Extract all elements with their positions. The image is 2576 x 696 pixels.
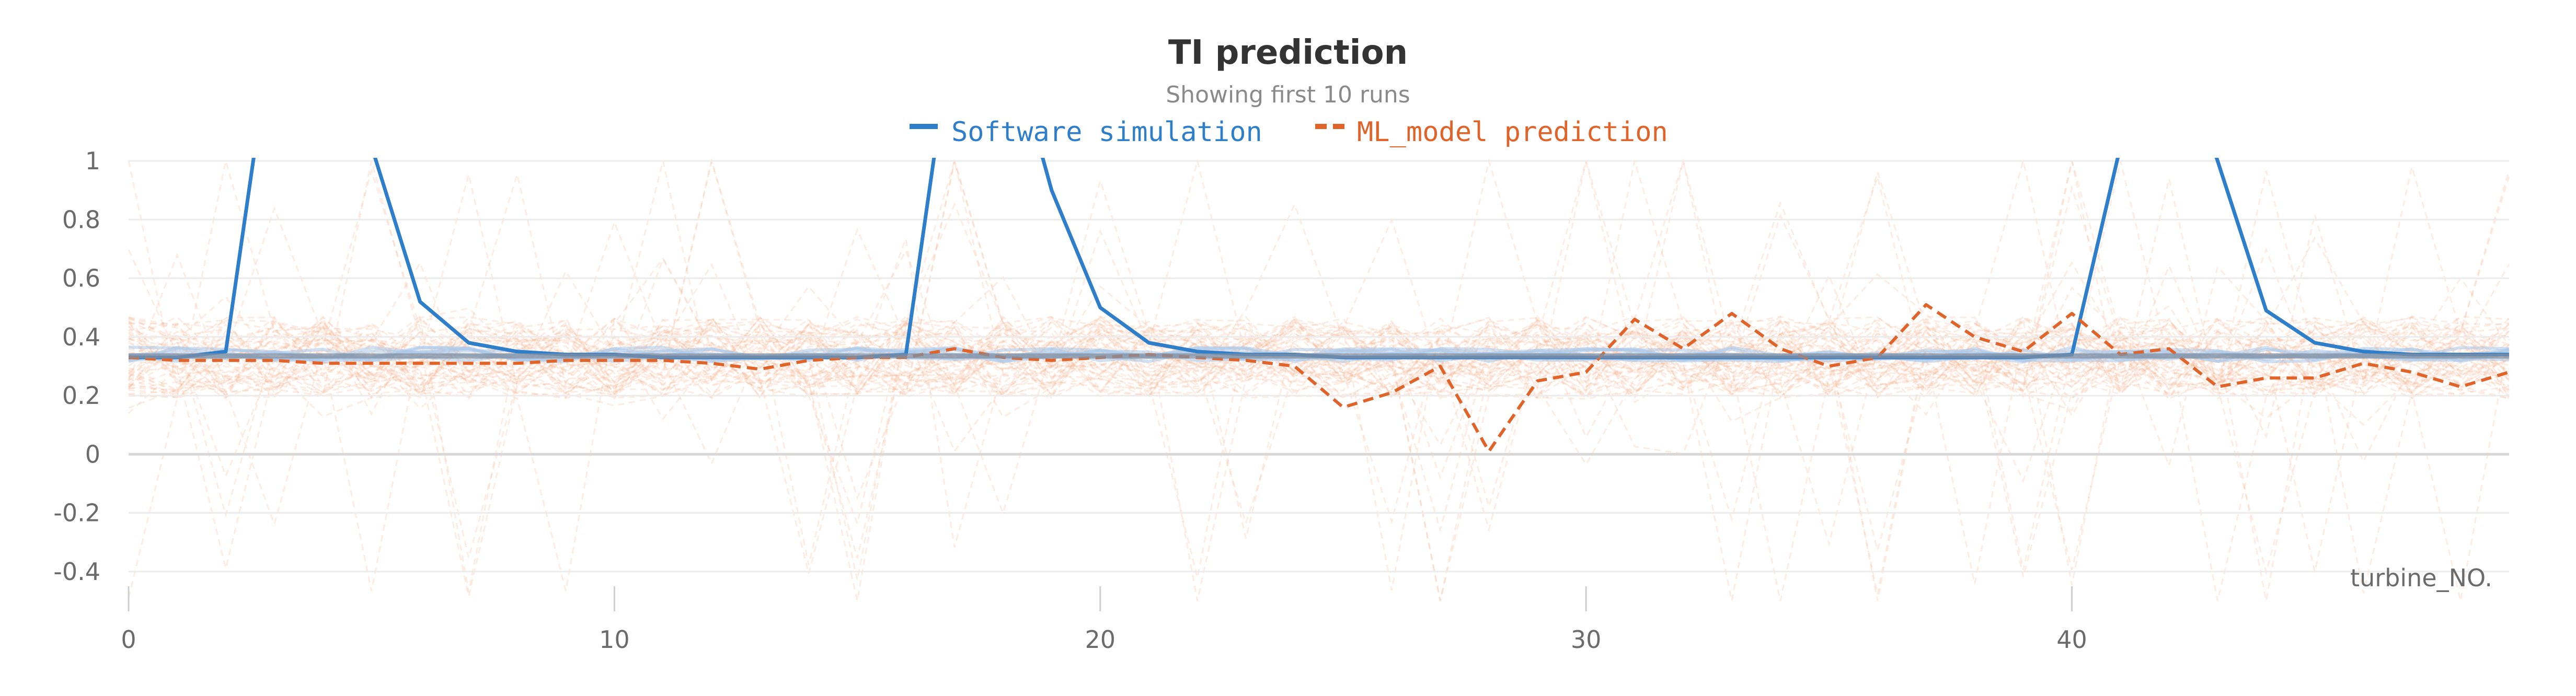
x-tick-label: 10 xyxy=(599,625,630,654)
y-tick-label: 0.8 xyxy=(62,205,100,234)
background-run-lines xyxy=(128,158,2510,601)
y-tick-label: -0.2 xyxy=(53,499,100,527)
background-ml-run xyxy=(128,160,2510,601)
legend-label-ml: ML_model prediction xyxy=(1357,117,1668,148)
background-ml-run xyxy=(128,160,2510,399)
x-tick-label: 30 xyxy=(1571,625,1602,654)
y-tick-label: 0.6 xyxy=(62,264,100,293)
background-ml-run xyxy=(128,219,2510,397)
background-ml-run xyxy=(128,158,2510,585)
y-tick-label: 0.4 xyxy=(62,323,100,351)
chart-subtitle: Showing first 10 runs xyxy=(1166,82,1410,108)
x-axis-label: turbine_NO. xyxy=(2350,564,2492,592)
legend-item-software[interactable]: Software simulation xyxy=(910,117,1262,148)
background-ml-run xyxy=(128,316,2510,598)
series-line-ml-model-prediction[interactable] xyxy=(129,303,2510,453)
background-ml-run xyxy=(128,249,2510,426)
grid xyxy=(129,160,2509,573)
x-tick-label: 0 xyxy=(121,625,136,654)
background-ml-run xyxy=(128,318,2510,399)
background-ml-run xyxy=(128,160,2510,398)
background-ml-run xyxy=(128,160,2510,577)
background-ml-run xyxy=(128,326,2510,571)
background-ml-run xyxy=(128,170,2510,400)
x-tick-label: 40 xyxy=(2056,625,2087,654)
background-ml-run xyxy=(128,160,2510,400)
background-ml-run xyxy=(128,317,2510,574)
legend: Software simulation ML_model prediction xyxy=(910,117,1668,148)
background-ml-run xyxy=(128,158,2510,455)
y-tick-label: 1 xyxy=(85,147,100,175)
axes: 1 0.8 0.6 0.4 0.2 0 -0.2 -0.4 0 10 20 30 40 xyxy=(53,147,2087,654)
background-ml-run xyxy=(128,158,2510,601)
background-ml-run xyxy=(128,178,2510,527)
background-ml-run xyxy=(128,285,2510,601)
background-ml-run xyxy=(128,321,2510,584)
legend-label-software: Software simulation xyxy=(951,117,1262,148)
background-ml-run xyxy=(128,202,2510,601)
background-ml-run xyxy=(128,261,2510,400)
background-ml-run xyxy=(128,273,2510,526)
background-ml-run xyxy=(128,168,2510,533)
background-ml-run xyxy=(128,316,2510,397)
y-tick-label: 0.2 xyxy=(62,381,100,410)
background-ml-run xyxy=(128,236,2510,597)
background-ml-run xyxy=(128,176,2510,480)
background-ml-run xyxy=(128,160,2510,526)
series-lines xyxy=(129,158,2510,453)
x-tick-label: 20 xyxy=(1085,625,1116,654)
background-ml-run xyxy=(128,217,2510,416)
background-ml-run xyxy=(128,316,2510,570)
background-ml-run xyxy=(128,160,2510,601)
legend-item-ml[interactable]: ML_model prediction xyxy=(1315,117,1668,148)
background-ml-run xyxy=(128,184,2510,601)
background-ml-run xyxy=(128,160,2510,399)
y-tick-label: 0 xyxy=(85,440,100,468)
background-ml-run xyxy=(128,316,2510,559)
background-ml-run xyxy=(128,316,2510,591)
chart-title: TI prediction xyxy=(1168,33,1408,72)
background-ml-run xyxy=(128,257,2510,576)
background-ml-run xyxy=(128,227,2510,591)
y-tick-label: -0.4 xyxy=(53,558,100,586)
